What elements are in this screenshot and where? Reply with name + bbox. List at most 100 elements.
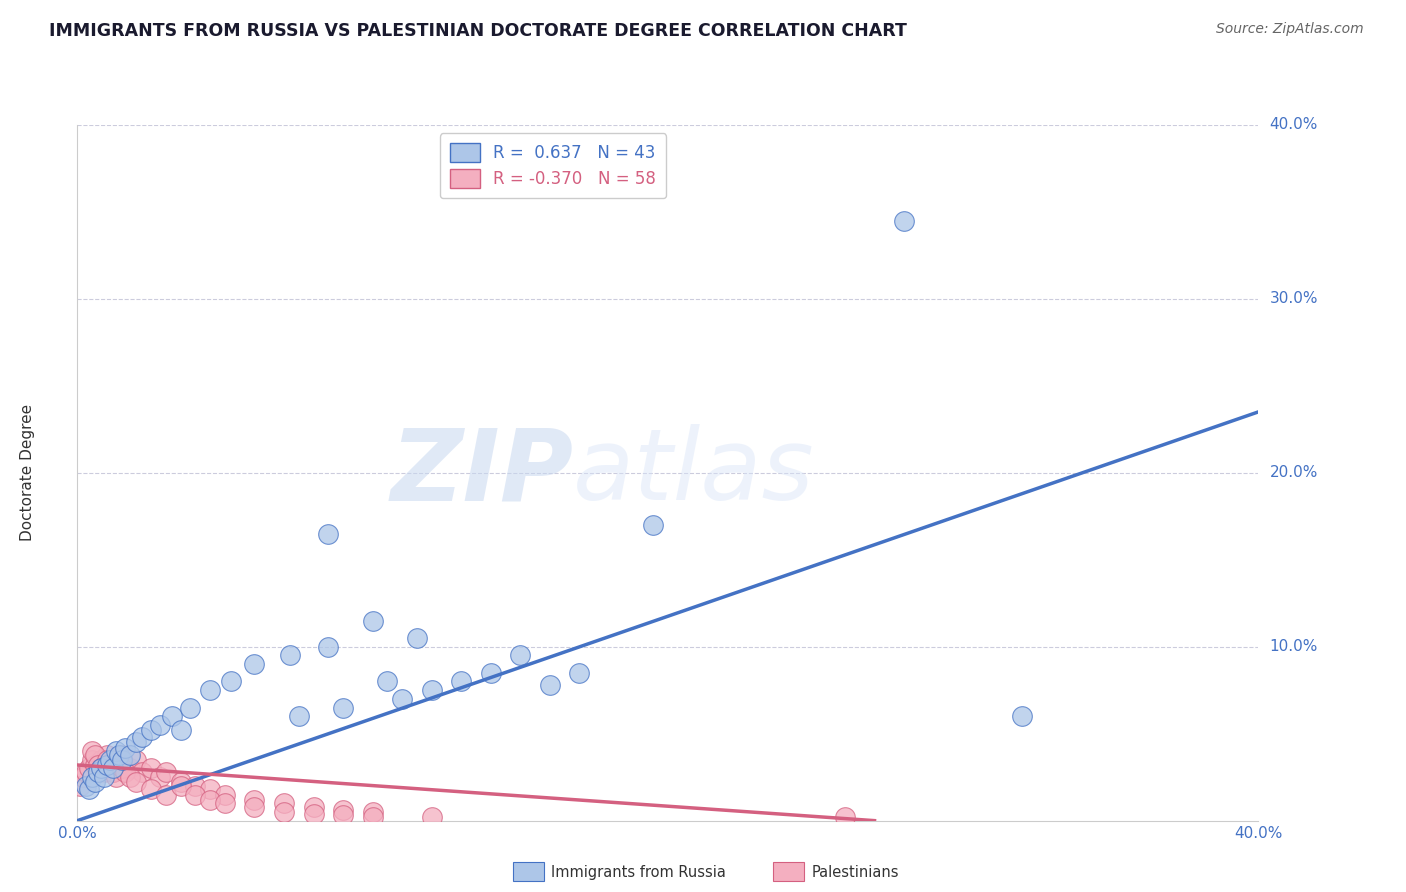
- Point: [273, 805, 295, 819]
- Point: [318, 640, 340, 654]
- Text: Palestinians: Palestinians: [811, 865, 898, 880]
- Point: [69, 779, 91, 793]
- Point: [170, 723, 193, 738]
- Point: [391, 692, 413, 706]
- Point: [141, 782, 163, 797]
- Point: [104, 744, 127, 758]
- Point: [214, 796, 236, 810]
- Point: [538, 678, 561, 692]
- Point: [96, 747, 118, 762]
- Point: [107, 761, 129, 775]
- Point: [420, 683, 443, 698]
- Point: [96, 758, 118, 772]
- Text: Immigrants from Russia: Immigrants from Russia: [551, 865, 725, 880]
- Point: [114, 758, 136, 772]
- Point: [361, 805, 384, 819]
- Point: [114, 740, 136, 755]
- Point: [318, 526, 340, 541]
- Point: [93, 770, 115, 784]
- Point: [131, 730, 153, 744]
- Point: [82, 753, 104, 767]
- Point: [834, 810, 856, 824]
- Point: [77, 782, 100, 797]
- Point: [107, 747, 129, 762]
- Point: [243, 657, 266, 671]
- Point: [107, 758, 129, 772]
- Point: [302, 806, 325, 821]
- Point: [288, 709, 311, 723]
- Point: [131, 764, 153, 779]
- Point: [87, 764, 110, 779]
- Point: [114, 764, 136, 779]
- Point: [90, 761, 112, 775]
- Point: [75, 764, 97, 779]
- Point: [179, 700, 201, 714]
- Point: [149, 718, 172, 732]
- Point: [104, 753, 127, 767]
- Point: [120, 770, 142, 784]
- Text: 40.0%: 40.0%: [1270, 118, 1317, 132]
- Text: Doctorate Degree: Doctorate Degree: [20, 404, 35, 541]
- Point: [450, 674, 472, 689]
- Text: Source: ZipAtlas.com: Source: ZipAtlas.com: [1216, 22, 1364, 37]
- Text: ZIP: ZIP: [391, 425, 574, 521]
- Point: [332, 700, 354, 714]
- Point: [125, 775, 148, 789]
- Point: [141, 761, 163, 775]
- Point: [149, 770, 172, 784]
- Point: [568, 665, 591, 680]
- Point: [141, 723, 163, 738]
- Point: [84, 747, 107, 762]
- Point: [120, 761, 142, 775]
- Point: [420, 810, 443, 824]
- Point: [104, 770, 127, 784]
- Point: [82, 770, 104, 784]
- Point: [200, 793, 222, 807]
- Point: [243, 799, 266, 814]
- Point: [278, 648, 301, 663]
- Point: [93, 761, 115, 775]
- Point: [120, 747, 142, 762]
- Point: [361, 810, 384, 824]
- Point: [98, 758, 121, 772]
- Point: [93, 764, 115, 779]
- Point: [200, 683, 222, 698]
- Point: [90, 761, 112, 775]
- Point: [479, 665, 502, 680]
- Point: [406, 631, 429, 645]
- Text: atlas: atlas: [574, 425, 815, 521]
- Point: [87, 764, 110, 779]
- Point: [111, 747, 132, 762]
- Text: 30.0%: 30.0%: [1270, 292, 1317, 306]
- Point: [77, 761, 100, 775]
- Point: [125, 735, 148, 749]
- Point: [332, 803, 354, 817]
- Point: [509, 648, 531, 663]
- Point: [184, 779, 207, 793]
- Point: [184, 788, 207, 802]
- Point: [155, 788, 177, 802]
- Point: [111, 761, 132, 775]
- Point: [643, 517, 665, 532]
- Point: [84, 758, 107, 772]
- Point: [219, 674, 242, 689]
- Point: [200, 782, 222, 797]
- Point: [98, 753, 121, 767]
- Point: [125, 753, 148, 767]
- Point: [893, 213, 915, 227]
- Point: [332, 808, 354, 822]
- Point: [75, 779, 97, 793]
- Text: 20.0%: 20.0%: [1270, 466, 1317, 480]
- Point: [84, 775, 107, 789]
- Point: [273, 796, 295, 810]
- Legend: R =  0.637   N = 43, R = -0.370   N = 58: R = 0.637 N = 43, R = -0.370 N = 58: [440, 133, 666, 198]
- Point: [1011, 709, 1033, 723]
- Point: [101, 764, 124, 779]
- Point: [82, 744, 104, 758]
- Point: [90, 753, 112, 767]
- Point: [170, 775, 193, 789]
- Point: [96, 753, 118, 767]
- Point: [72, 770, 94, 784]
- Text: IMMIGRANTS FROM RUSSIA VS PALESTINIAN DOCTORATE DEGREE CORRELATION CHART: IMMIGRANTS FROM RUSSIA VS PALESTINIAN DO…: [49, 22, 907, 40]
- Point: [111, 753, 132, 767]
